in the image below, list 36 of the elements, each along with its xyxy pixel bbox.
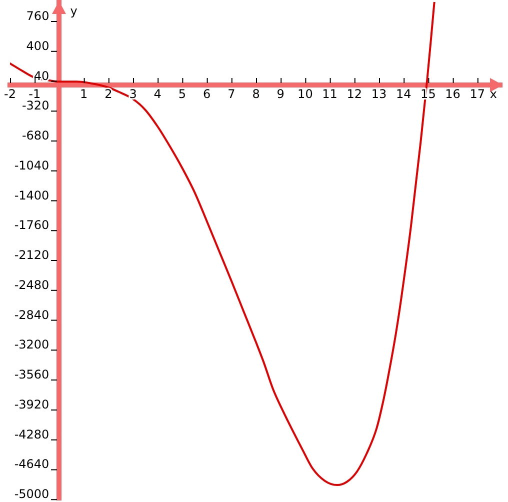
y-tick-label: -1400 (14, 188, 50, 202)
x-tick-label: 6 (202, 87, 211, 102)
x-tick-label: 14 (396, 87, 412, 102)
x-tick-label: 17 (470, 87, 486, 102)
x-tick-label: 12 (346, 87, 362, 102)
x-tick-label: 8 (252, 87, 260, 102)
y-tick-label: -680 (22, 128, 50, 143)
x-tick-label: 2 (104, 87, 112, 102)
x-tick-label: 9 (276, 87, 284, 102)
x-tick-label: 5 (178, 87, 186, 102)
y-tick-label: -3560 (14, 368, 50, 382)
x-tick-label: 1 (80, 87, 88, 102)
x-tick-label: -1 (28, 87, 41, 102)
y-tick-label: -2840 (14, 308, 50, 322)
y-tick-label: -4640 (14, 457, 50, 472)
y-tick-label: -5000 (14, 487, 50, 502)
y-tick-label: -2480 (14, 278, 50, 292)
y-tick-label: 760 (26, 9, 50, 24)
y-tick-label: -320 (22, 98, 50, 113)
x-axis-title: x (490, 87, 497, 102)
x-tick-label: 13 (371, 87, 387, 102)
y-tick-label: -3920 (14, 397, 50, 412)
y-tick-label: -4280 (14, 427, 50, 442)
x-tick-label: 4 (154, 87, 162, 102)
x-tick-label: 7 (228, 87, 236, 102)
y-tick-label: -3200 (14, 338, 50, 352)
y-tick-label: -1040 (14, 158, 50, 172)
x-tick-label: 3 (129, 87, 137, 102)
x-tick-label: 11 (322, 87, 338, 102)
x-tick-label: 10 (298, 87, 313, 102)
y-tick-label: 400 (26, 38, 50, 53)
y-tick-label: -1760 (14, 218, 50, 232)
x-tick-label: 16 (445, 87, 460, 102)
y-axis-title: y (70, 4, 78, 18)
x-tick-label: -2 (4, 87, 16, 102)
y-tick-label: -2120 (14, 248, 50, 262)
